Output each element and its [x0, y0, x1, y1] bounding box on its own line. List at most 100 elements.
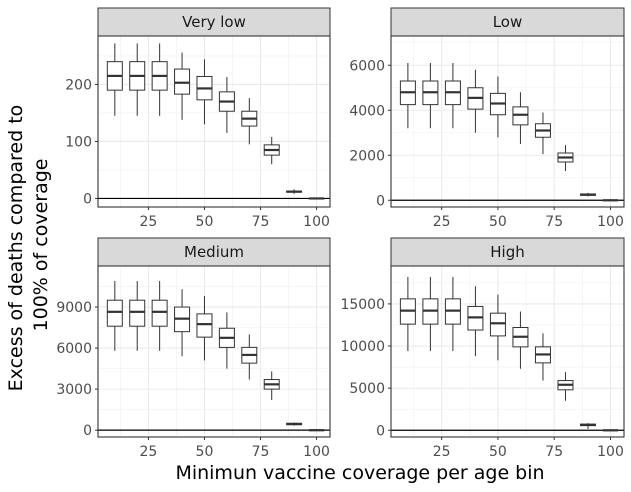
x-axis-title: Minimun vaccine coverage per age bin: [175, 462, 544, 484]
x-tick-label: 100: [597, 214, 624, 230]
x-tick-label: 25: [433, 214, 451, 230]
x-tick-label: 100: [303, 444, 330, 460]
boxplot-box: [579, 423, 596, 429]
boxplot-box: [467, 286, 484, 357]
boxplot-box: [151, 43, 168, 116]
boxplot-box: [263, 136, 280, 165]
y-axis-title-line-2: 100% of coverage: [30, 159, 52, 332]
boxplot-box: [196, 296, 213, 361]
boxplot-box: [174, 289, 191, 357]
panel-border: [390, 35, 625, 208]
boxplot-box: [489, 294, 506, 361]
y-axis-title: Excess of deaths compared to 100% of cov…: [5, 99, 52, 392]
boxplot-box: [399, 276, 416, 352]
y-tick-label: 6000: [349, 58, 385, 74]
interquartile-box: [174, 68, 191, 95]
y-tick-label: 15000: [340, 297, 385, 313]
boxplot-box: [241, 98, 258, 145]
x-tick-label: 75: [252, 214, 270, 230]
x-tick-label: 25: [433, 444, 451, 460]
facet-strip-label: High: [490, 243, 524, 261]
boxplot-box: [557, 145, 574, 171]
facet-panel: Very low 0 100 200 25 50 75 100: [65, 7, 331, 230]
plot-background: [391, 266, 624, 437]
x-tick-label: 25: [140, 444, 158, 460]
y-axis-title-line-1: Excess of deaths compared to: [5, 105, 27, 392]
x-tick-label: 25: [140, 214, 158, 230]
boxplot-box: [444, 63, 461, 129]
boxplot-box: [106, 281, 123, 351]
y-tick-label: 10000: [340, 339, 385, 355]
facet-strip: [97, 237, 331, 267]
boxplot-box: [174, 52, 191, 120]
x-tick-label: 100: [597, 444, 624, 460]
facet-strip: [97, 7, 331, 37]
boxplot-box: [399, 63, 416, 129]
facet-strip: [390, 237, 625, 267]
y-tick-label: 9000: [56, 300, 92, 316]
y-tick-label: 4000: [349, 103, 385, 119]
boxplot-box: [106, 43, 123, 116]
boxplot-box: [241, 334, 258, 380]
facet-strip-label: Low: [493, 13, 523, 31]
y-tick-label: 0: [376, 423, 385, 439]
boxplot-box: [129, 43, 146, 116]
boxplot-box: [602, 199, 619, 202]
plot-background: [391, 36, 624, 207]
boxplot-box: [286, 422, 303, 426]
panel-border: [390, 265, 625, 438]
y-tick-label: 3000: [56, 382, 92, 398]
plot-background: [98, 266, 330, 437]
facet-strip-label: Very low: [182, 13, 246, 31]
panel-border: [97, 265, 331, 438]
boxplot-box: [308, 197, 325, 200]
interquartile-box: [489, 312, 506, 337]
boxplot-box: [286, 189, 303, 194]
x-tick-label: 50: [489, 214, 507, 230]
x-tick-label: 100: [303, 214, 330, 230]
y-tick-label: 0: [376, 193, 385, 209]
boxplot-box: [218, 312, 235, 369]
interquartile-box: [512, 106, 529, 126]
boxplot-box: [151, 281, 168, 351]
y-tick-label: 0: [83, 423, 92, 439]
x-tick-label: 50: [196, 444, 214, 460]
boxplot-box: [534, 112, 551, 155]
facet-strip: [390, 7, 625, 37]
x-tick-label: 50: [196, 214, 214, 230]
boxplot-box: [422, 276, 439, 352]
interquartile-box: [106, 299, 123, 327]
y-tick-label: 100: [65, 134, 92, 150]
panels-layer: Very low 0 100 200 25 50 75 100 Low 0 2000 4000 6000…: [56, 7, 625, 460]
boxplot-box: [129, 281, 146, 351]
boxplot-box: [444, 276, 461, 352]
x-tick-label: 75: [252, 444, 270, 460]
boxplot-box: [489, 76, 506, 138]
panel-border: [97, 35, 331, 208]
y-tick-label: 200: [65, 77, 92, 93]
boxplot-box: [602, 429, 619, 432]
boxplot-box: [218, 77, 235, 133]
facet-strip-label: Medium: [184, 243, 244, 261]
boxplot-box: [263, 371, 280, 401]
boxplot-box: [196, 59, 213, 125]
facet-panel: High 0 5000 10000 15000 25 50 75 100: [340, 237, 625, 460]
boxplot-box: [534, 333, 551, 381]
y-tick-label: 5000: [349, 381, 385, 397]
x-tick-label: 50: [489, 444, 507, 460]
y-tick-label: 0: [83, 191, 92, 207]
interquartile-box: [129, 299, 146, 327]
boxplot-box: [467, 69, 484, 133]
facet-panel: Medium 0 3000 6000 9000 25 50 75 100: [56, 237, 331, 460]
boxplot-box: [579, 192, 596, 197]
boxplot-box: [308, 429, 325, 432]
facet-panel: Low 0 2000 4000 6000 25 50 75 100: [349, 7, 625, 230]
boxplot-box: [512, 311, 529, 369]
boxplot-box: [512, 92, 529, 144]
y-tick-label: 6000: [56, 341, 92, 357]
boxplot-box: [422, 63, 439, 129]
y-tick-label: 2000: [349, 148, 385, 164]
boxplot-box: [557, 372, 574, 401]
x-tick-label: 75: [545, 444, 563, 460]
